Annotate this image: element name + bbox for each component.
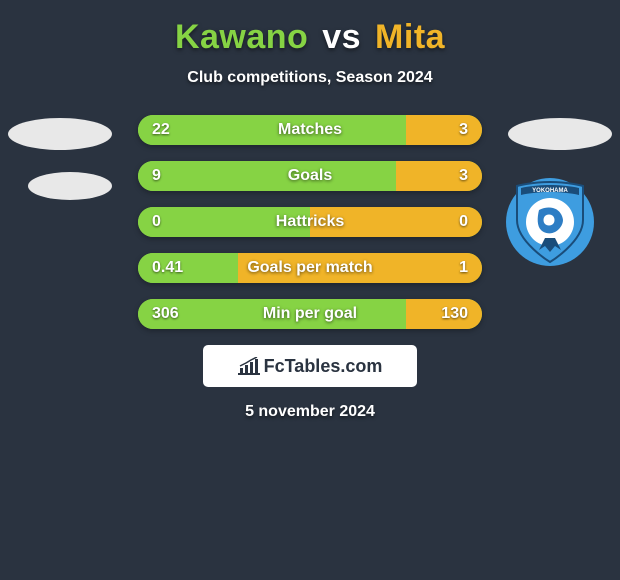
team-crest: YOKOHAMA <box>506 178 594 266</box>
date-label: 5 november 2024 <box>0 403 620 421</box>
player1-name: Kawano <box>175 18 308 56</box>
bar-right-fill <box>396 161 482 191</box>
bar-label: Hattricks <box>276 213 344 231</box>
stat-bar: 9 3 Goals <box>138 161 482 191</box>
vs-separator: vs <box>322 18 361 56</box>
watermark-badge: FcTables.com <box>203 345 417 387</box>
ellipse-icon <box>508 118 612 150</box>
bar-label: Matches <box>278 121 342 139</box>
stat-bar: 0 0 Hattricks <box>138 207 482 237</box>
decorative-ellipses-left <box>8 118 112 222</box>
bar-value-right: 0 <box>459 213 468 231</box>
chart-icon <box>238 357 260 375</box>
crest-text-label: YOKOHAMA <box>532 188 568 194</box>
shield-icon: YOKOHAMA <box>511 180 589 264</box>
stat-bar: 0.41 1 Goals per match <box>138 253 482 283</box>
bar-value-left: 9 <box>152 167 161 185</box>
comparison-title: Kawano vs Mita <box>0 18 620 57</box>
bar-value-left: 306 <box>152 305 179 323</box>
stat-bar: 306 130 Min per goal <box>138 299 482 329</box>
bar-right-fill <box>406 115 482 145</box>
bar-value-right: 3 <box>459 167 468 185</box>
bar-value-right: 3 <box>459 121 468 139</box>
subtitle-text: Club competitions, Season 2024 <box>0 69 620 87</box>
player2-name: Mita <box>375 18 445 56</box>
bar-label: Min per goal <box>263 305 357 323</box>
bar-value-right: 130 <box>441 305 468 323</box>
bar-left-fill <box>138 115 406 145</box>
bar-label: Goals <box>288 167 332 185</box>
bar-value-left: 0 <box>152 213 161 231</box>
bar-value-left: 22 <box>152 121 170 139</box>
bar-value-right: 1 <box>459 259 468 277</box>
bar-value-left: 0.41 <box>152 259 183 277</box>
ellipse-icon <box>8 118 112 150</box>
ellipse-icon <box>28 172 112 200</box>
stats-bars-container: 22 3 Matches 9 3 Goals 0 0 Hattricks 0.41 1 Goals p… <box>138 115 482 329</box>
bar-label: Goals per match <box>247 259 372 277</box>
watermark-text: FcTables.com <box>264 356 383 377</box>
bar-left-fill <box>138 161 396 191</box>
stat-bar: 22 3 Matches <box>138 115 482 145</box>
